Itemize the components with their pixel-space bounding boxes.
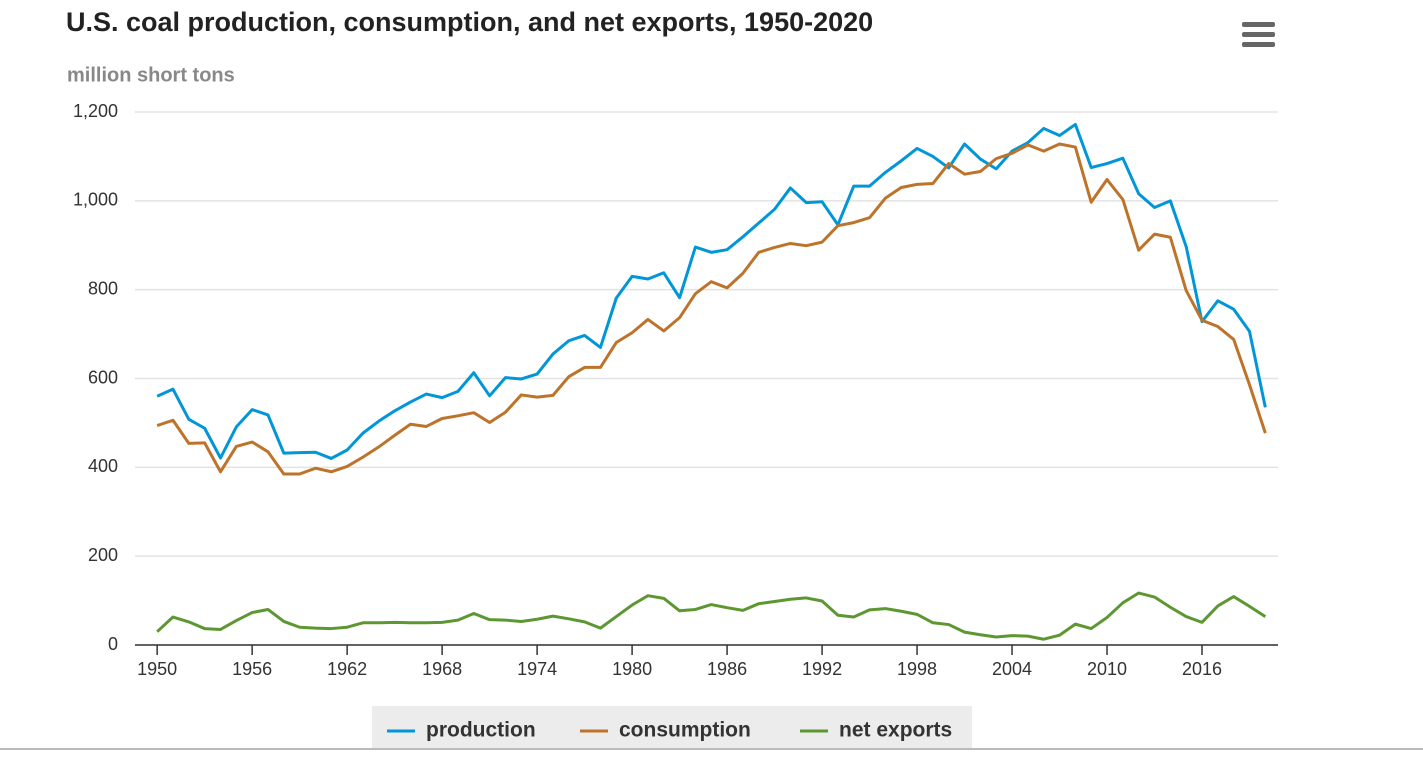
y-tick-label: 0	[108, 634, 118, 654]
x-tick-label: 1956	[232, 659, 272, 679]
x-tick-label: 1974	[517, 659, 557, 679]
x-tick-label: 1998	[897, 659, 937, 679]
menu-bar[interactable]	[1242, 32, 1275, 37]
x-tick-label: 1950	[137, 659, 177, 679]
x-tick-label: 1992	[802, 659, 842, 679]
x-tick-label: 1962	[327, 659, 367, 679]
y-tick-label: 200	[88, 545, 118, 565]
menu-bar[interactable]	[1242, 42, 1275, 47]
chart-title: U.S. coal production, consumption, and n…	[66, 7, 873, 37]
x-tick-label: 2016	[1182, 659, 1222, 679]
y-tick-label: 800	[88, 278, 118, 298]
x-tick-label: 2010	[1087, 659, 1127, 679]
x-tick-label: 1968	[422, 659, 462, 679]
y-tick-label: 400	[88, 456, 118, 476]
legend-item: consumption	[580, 719, 751, 742]
y-tick-label: 1,000	[73, 190, 118, 210]
legend-label: consumption	[619, 719, 751, 742]
y-tick-label: 600	[88, 367, 118, 387]
legend-item: production	[387, 719, 536, 742]
line-series	[156, 591, 1267, 641]
legend-item: net exports	[800, 719, 952, 742]
x-tick-label: 1980	[612, 659, 652, 679]
chart-subtitle: million short tons	[67, 64, 235, 86]
x-tick-label: 1986	[707, 659, 747, 679]
line-series	[156, 142, 1267, 476]
menu-button[interactable]	[1242, 22, 1275, 47]
line-series	[156, 122, 1267, 460]
menu-bar[interactable]	[1242, 22, 1275, 27]
legend-box	[372, 706, 972, 750]
x-tick-label: 2004	[992, 659, 1032, 679]
legend-label: production	[426, 719, 536, 742]
y-tick-label: 1,200	[73, 101, 118, 121]
legend-label: net exports	[839, 719, 952, 742]
